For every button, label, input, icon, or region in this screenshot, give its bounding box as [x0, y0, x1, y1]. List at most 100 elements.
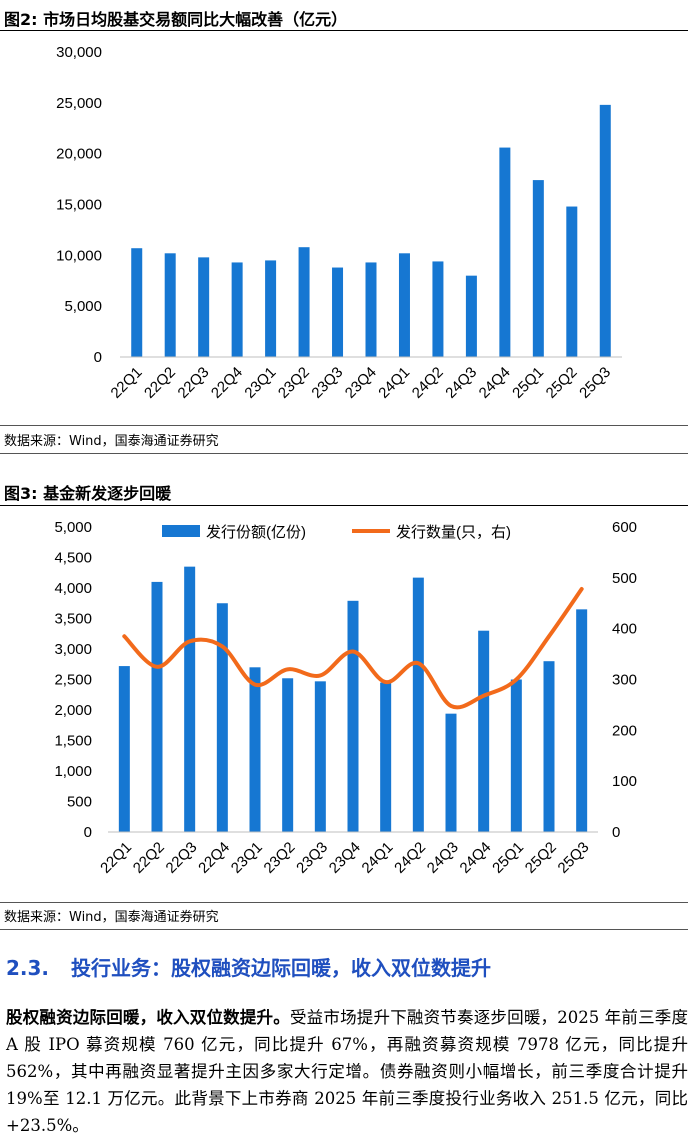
bar	[510, 679, 522, 832]
bar	[445, 713, 457, 832]
bar	[478, 630, 490, 832]
x-tick-label: 24Q4	[476, 364, 514, 402]
x-tick-label: 25Q3	[555, 839, 593, 877]
x-tick-label: 24Q2	[409, 364, 447, 402]
y-left-tick-label: 500	[67, 794, 92, 811]
y-tick-label: 20,000	[56, 146, 102, 163]
x-tick-label: 23Q3	[308, 364, 346, 402]
x-tick-label: 23Q2	[275, 364, 313, 402]
y-left-tick-label: 3,500	[54, 611, 92, 628]
bar	[398, 253, 410, 357]
y-right-tick-label: 100	[612, 773, 637, 790]
series-line	[122, 587, 584, 710]
bar	[465, 275, 477, 357]
bar	[432, 261, 444, 357]
bar	[282, 678, 294, 832]
figure2-source-rule	[0, 453, 688, 454]
y-tick-label: 5,000	[64, 298, 102, 315]
y-left-tick-label: 3,000	[54, 641, 92, 658]
x-tick-label: 23Q4	[326, 839, 364, 877]
x-tick-label: 25Q2	[522, 839, 560, 877]
bar	[532, 180, 544, 357]
bar	[499, 147, 511, 357]
bar	[298, 247, 310, 357]
figure2-title: 图2: 市场日均股基交易额同比大幅改善（亿元）	[4, 10, 348, 29]
bar	[599, 104, 611, 357]
y-left-tick-label: 0	[84, 824, 92, 841]
x-tick-label: 23Q1	[228, 839, 266, 877]
figure3-source-rule	[0, 929, 688, 930]
legend-line-label: 发行数量(只，右)	[396, 524, 511, 541]
x-tick-label: 22Q4	[195, 839, 233, 877]
figure2-bar-chart: 0 5,000 10,000 15,000 20,000 25,000 30,000 22Q1…	[56, 44, 622, 402]
y-left-tick-label: 5,000	[54, 519, 92, 536]
x-tick-label: 23Q4	[342, 364, 380, 402]
y-tick-label: 25,000	[56, 95, 102, 112]
y-tick-label: 30,000	[56, 44, 102, 61]
x-tick-label: 25Q3	[576, 364, 614, 402]
bar	[231, 262, 243, 357]
x-tick-label: 25Q2	[543, 364, 581, 402]
y-tick-label: 15,000	[56, 197, 102, 214]
bar	[265, 260, 277, 357]
x-tick-label: 23Q2	[261, 839, 299, 877]
figure3-top-rule	[0, 505, 688, 506]
x-tick-label: 22Q1	[108, 364, 146, 402]
figure3-title: 图3: 基金新发逐步回暖	[4, 484, 172, 503]
bar	[164, 253, 176, 357]
figure2-top-rule	[0, 30, 688, 31]
legend-bar-swatch	[162, 525, 200, 537]
section-heading: 2.3. 投行业务：股权融资边际回暖，收入双位数提升	[6, 952, 491, 981]
bar	[365, 262, 377, 357]
body-paragraph: 股权融资边际回暖，收入双位数提升。受益市场提升下融资节奏逐步回暖，2025 年前…	[6, 1004, 688, 1139]
x-tick-label: 22Q4	[208, 364, 246, 402]
bar	[249, 667, 261, 832]
bar	[332, 267, 344, 357]
x-tick-label: 24Q1	[375, 364, 413, 402]
x-tick-label: 25Q1	[509, 364, 547, 402]
bar	[131, 248, 143, 357]
figure3-bottom-rule	[0, 902, 688, 903]
x-tick-label: 25Q1	[489, 839, 527, 877]
bar	[314, 681, 326, 832]
y-right-tick-label: 500	[612, 570, 637, 587]
section-number: 2.3.	[6, 956, 50, 980]
x-tick-label: 24Q3	[442, 364, 480, 402]
bar	[576, 609, 588, 832]
x-tick-label: 22Q1	[97, 839, 135, 877]
y-left-tick-label: 1,500	[54, 733, 92, 750]
x-tick-label: 22Q2	[130, 839, 168, 877]
y-right-tick-label: 300	[612, 672, 637, 689]
x-tick-label: 24Q4	[457, 839, 495, 877]
y-left-tick-label: 4,000	[54, 580, 92, 597]
x-tick-label: 22Q3	[175, 364, 213, 402]
y-right-tick-label: 0	[612, 824, 620, 841]
bar	[347, 600, 359, 832]
figure2-source: 数据来源：Wind，国泰海通证券研究	[4, 434, 219, 449]
section-title: 投行业务：股权融资边际回暖，收入双位数提升	[71, 956, 492, 980]
bar	[216, 603, 228, 832]
bar	[412, 577, 424, 832]
x-tick-label: 23Q3	[293, 839, 331, 877]
bar	[543, 661, 555, 832]
y-left-tick-label: 1,000	[54, 763, 92, 780]
y-right-tick-label: 600	[612, 519, 637, 536]
x-tick-label: 22Q3	[163, 839, 201, 877]
y-right-tick-label: 200	[612, 722, 637, 739]
bar	[198, 257, 210, 357]
bar	[184, 566, 196, 832]
figure2-bottom-rule	[0, 425, 688, 426]
y-tick-label: 10,000	[56, 247, 102, 264]
bar	[118, 666, 130, 832]
x-tick-label: 22Q2	[141, 364, 179, 402]
bar	[380, 682, 392, 832]
figure3-combo-chart: 0 500 1,000 1,500 2,000 2,500 3,000 3,500 4,000 4…	[54, 519, 637, 877]
bar	[566, 206, 578, 357]
bar	[151, 581, 163, 832]
x-tick-label: 23Q1	[241, 364, 279, 402]
y-left-tick-label: 2,500	[54, 672, 92, 689]
y-left-tick-label: 2,000	[54, 702, 92, 719]
y-left-tick-label: 4,500	[54, 550, 92, 567]
x-tick-label: 24Q3	[424, 839, 462, 877]
paragraph-lead: 股权融资边际回暖，收入双位数提升。	[6, 1008, 290, 1027]
